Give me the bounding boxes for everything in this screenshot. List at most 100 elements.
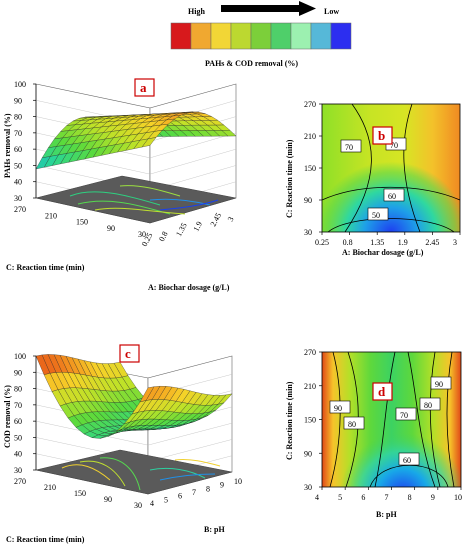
panel-c-z-axis-title: COD removal (%) <box>3 385 12 448</box>
panel-d-contour-label: 80 <box>424 401 432 410</box>
panel-a-z-tick-label: 70 <box>14 129 22 138</box>
panel-c-y-tick-label: 150 <box>74 489 86 498</box>
legend-swatch-6 <box>270 22 292 50</box>
panel-c-floor-contours <box>61 457 221 491</box>
panel-d-x-tick-label: 4 <box>315 493 319 502</box>
panel-a-x-axis-title: A: Biochar dosage (g/L) <box>148 283 230 292</box>
panel-c-z-tick-label: 50 <box>14 433 22 442</box>
panel-d-label-box <box>372 382 393 401</box>
panel-d-contour-label-box <box>329 400 351 414</box>
panel-d-contour-label-box <box>343 416 365 430</box>
panel-c-label: c <box>125 346 131 361</box>
legend-low-label: Low <box>324 7 339 16</box>
panel-a-z-tick-label: 80 <box>14 113 22 122</box>
panel-a-floor <box>35 175 237 224</box>
panel-c-x-tick-label: 8 <box>206 484 210 493</box>
panel-a-label: a <box>140 80 147 95</box>
panel-c-x-tick-label: 6 <box>178 492 182 501</box>
panel-b-label-box <box>372 126 393 145</box>
panel-c-z-tick-label: 100 <box>14 352 26 361</box>
panel-b-contour-label: 60 <box>388 192 396 201</box>
panel-d-contour-value-labels: 90 80 70 80 90 60 <box>329 376 452 466</box>
panel-b-y-tick-label: 270 <box>304 100 316 109</box>
panel-a-label-box <box>134 78 155 97</box>
panel-b-y-axis-title: C: Reaction time (min) <box>285 139 294 218</box>
panel-a-x-tick-label: 3 <box>226 215 236 223</box>
legend: High Low PAHs & COD removal (%) <box>170 1 352 68</box>
legend-color-bar <box>170 22 352 50</box>
panel-b-contour-label-box <box>383 188 405 202</box>
panel-b-x-tick-label: 2.45 <box>425 238 439 247</box>
panel-d-y-tick-label: 150 <box>304 416 316 425</box>
panel-a-y-tick-label: 90 <box>107 224 115 233</box>
panel-c-z-tick-label: 90 <box>14 368 22 377</box>
panel-b-x-tick-label: 0.25 <box>315 238 329 247</box>
legend-swatch-1 <box>170 22 192 50</box>
panel-a-z-tick-label: 60 <box>14 145 22 154</box>
legend-swatch-3 <box>210 22 232 50</box>
panel-c-y-axis-title: C: Reaction time (min) <box>6 535 85 544</box>
legend-arrow <box>221 1 316 16</box>
panel-b-label: b <box>378 128 385 143</box>
panel-b-contour-lines <box>321 103 461 233</box>
panel-d-contour-label-box <box>398 452 420 466</box>
legend-swatch-8 <box>310 22 332 50</box>
panel-d-x-tick-label: 10 <box>454 493 462 502</box>
panel-b-x-tick-label: 0.8 <box>343 238 353 247</box>
panel-d-contour-label-box <box>395 407 417 421</box>
panel-a-y-axis-title: C: Reaction time (min) <box>6 263 85 272</box>
panel-d-x-tick-label: 5 <box>338 493 342 502</box>
panel-d-contour-label: 70 <box>400 411 408 420</box>
panel-a-floor-contours <box>69 185 219 215</box>
panel-c-x-tick-label: 9 <box>220 481 224 490</box>
panel-d-contour-label: 80 <box>348 420 356 429</box>
panel-c-y-ticks: 270 210 150 90 30 <box>14 477 142 510</box>
legend-high-label: High <box>188 7 205 16</box>
legend-swatch-4 <box>230 22 252 50</box>
surface-cell <box>35 156 51 170</box>
legend-caption: PAHs & COD removal (%) <box>205 59 298 68</box>
panel-a-z-axis-title: PAHs removal (%) <box>3 113 12 178</box>
panel-a-z-tick-label: 30 <box>14 194 22 203</box>
surface-cell <box>35 354 51 375</box>
panel-d-contour-label: 60 <box>403 456 411 465</box>
panel-d-contour-label: 90 <box>435 380 443 389</box>
panel-b-x-axis-title: A: Biochar dosage (g/L) <box>342 248 424 257</box>
panel-a-z-tick-label: 40 <box>14 178 22 187</box>
panel-d-x-axis-title: B: pH <box>376 510 397 519</box>
panel-c-y-tick-label: 90 <box>104 495 112 504</box>
panel-a-surface-mesh <box>35 111 237 170</box>
legend-swatch-5 <box>250 22 272 50</box>
panel-a-y-tick-label: 270 <box>14 205 26 214</box>
panel-b-x-tick-label: 1.9 <box>398 238 408 247</box>
panel-a-x-tick-label: 2.45 <box>209 211 224 228</box>
panel-d-y-tick-label: 90 <box>304 449 312 458</box>
panel-c-x-tick-label: 7 <box>192 488 196 497</box>
panel-b-contour-label-box <box>367 207 389 221</box>
panel-d-y-axis-title: C: Reaction time (min) <box>285 381 294 460</box>
panel-c-z-tick-label: 30 <box>14 466 22 475</box>
panel-a-x-tick-label: 0.8 <box>157 230 170 243</box>
panel-c-z-tick-label: 40 <box>14 450 22 459</box>
panel-a-y-ticks: 270 210 150 90 30 <box>14 205 146 239</box>
legend-swatch-7 <box>290 22 312 50</box>
panel-c-surface-mesh <box>35 354 233 439</box>
panel-d-x-tick-label: 7 <box>385 493 389 502</box>
panel-b-x-tick-label: 1.35 <box>370 238 384 247</box>
panel-d-contour-lines <box>329 351 455 488</box>
panel-a-z-tick-label: 90 <box>14 96 22 105</box>
panel-a-x-tick-label: 1.35 <box>174 221 189 238</box>
panel-a-x-tick-label: 1.9 <box>191 220 204 233</box>
panel-d-y-tick-label: 270 <box>304 348 316 357</box>
panel-d-y-tick-label: 30 <box>304 483 312 492</box>
panel-a-z-tick-label: 50 <box>14 161 22 170</box>
panel-c-z-tick-label: 70 <box>14 401 22 410</box>
panel-a-z-axis: 30 40 50 60 70 80 90 100 PAHs removal (%) <box>3 80 37 203</box>
panel-b-contour-label: 50 <box>372 211 380 220</box>
legend-swatch-2 <box>190 22 212 50</box>
panel-b-y-tick-label: 90 <box>304 196 312 205</box>
panel-a-y-tick-label: 30 <box>138 230 146 239</box>
panel-b-y-tick-label: 210 <box>304 132 316 141</box>
